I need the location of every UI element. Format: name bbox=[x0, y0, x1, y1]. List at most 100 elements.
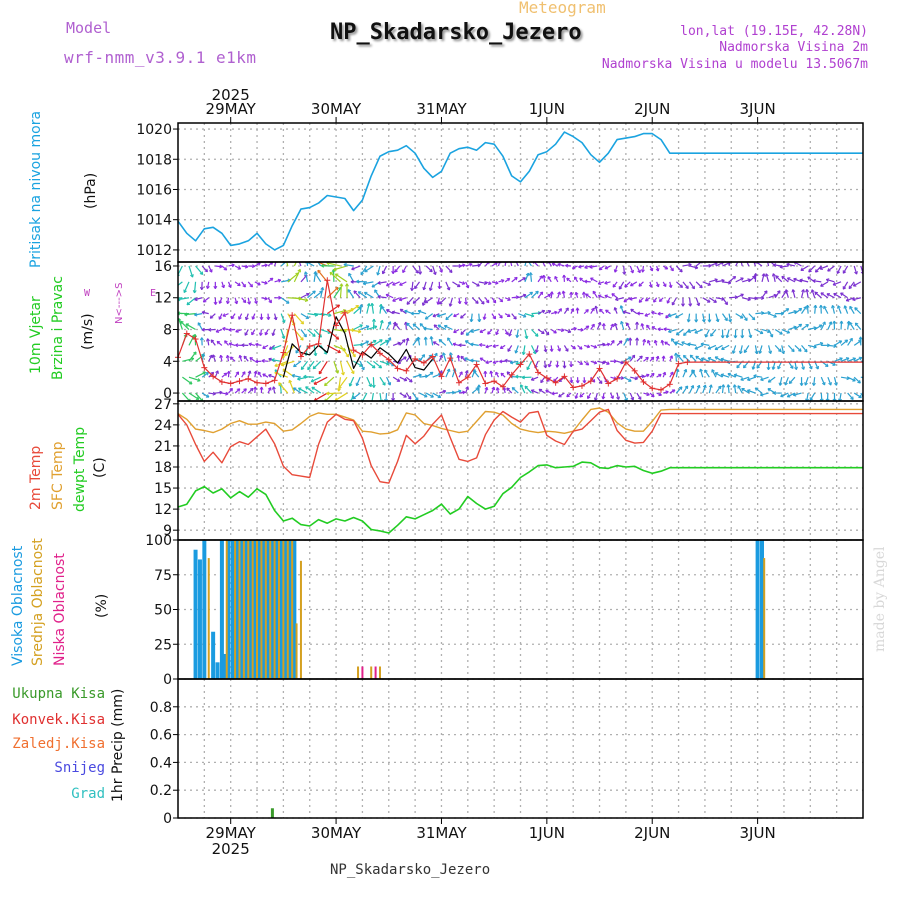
wind-arrow-head bbox=[811, 382, 815, 386]
cloud-bar bbox=[225, 540, 228, 679]
wind-arrow bbox=[840, 357, 850, 362]
wind-arrow bbox=[178, 281, 183, 286]
wind-arrow bbox=[794, 307, 803, 315]
y-tick-label: 0 bbox=[163, 811, 172, 827]
wind-arrow bbox=[598, 265, 605, 271]
wind-arrow bbox=[484, 387, 488, 394]
wind-arrow bbox=[418, 265, 421, 275]
wind-arrow bbox=[339, 345, 350, 358]
wind-arrow bbox=[701, 357, 710, 362]
wind-arrow bbox=[478, 281, 487, 285]
wind-arrow bbox=[733, 384, 737, 394]
wind-arrow bbox=[772, 273, 776, 282]
wind-arrow bbox=[768, 313, 777, 318]
wind-arrow-head bbox=[392, 310, 396, 313]
wind-arrow bbox=[775, 275, 783, 283]
wind-arrow bbox=[208, 265, 213, 273]
day-label-top: 30MAY bbox=[311, 100, 362, 118]
wind-arrow bbox=[785, 289, 789, 298]
wind-arrow bbox=[760, 376, 769, 381]
wind-arrow bbox=[458, 391, 466, 394]
wind-arrow bbox=[453, 313, 460, 318]
wind-arrow-head bbox=[515, 259, 518, 261]
wind-arrow-head bbox=[504, 332, 509, 336]
wind-arrow bbox=[305, 386, 315, 394]
wind-arrow bbox=[774, 329, 783, 335]
wind-arrow-head bbox=[821, 382, 825, 386]
wind-arrow-head bbox=[394, 322, 399, 325]
wind-arrow-head bbox=[604, 380, 608, 383]
cloud-bar bbox=[247, 540, 250, 679]
wind-arrow-head bbox=[213, 301, 217, 305]
wind-arrow bbox=[245, 313, 249, 321]
wind-arrow bbox=[178, 297, 190, 301]
wind-arrow-head bbox=[222, 313, 226, 317]
wind-arrow-head bbox=[428, 287, 431, 291]
wind-arrow bbox=[714, 344, 723, 351]
wind-arrow bbox=[338, 376, 348, 389]
wind-arrow-head bbox=[376, 272, 379, 276]
y-tick-label: 0.8 bbox=[150, 700, 172, 716]
wind-arrow-head bbox=[377, 280, 381, 284]
wind-arrow bbox=[364, 291, 374, 299]
wind-arrow bbox=[272, 329, 276, 336]
wind-arrow bbox=[611, 293, 618, 299]
wind-arrow bbox=[557, 345, 561, 352]
wind-arrow-head bbox=[671, 338, 675, 341]
wind-arrow-head bbox=[501, 279, 505, 283]
wind-arrow bbox=[853, 265, 858, 275]
wind-arrow-head bbox=[707, 319, 710, 323]
wind-arrow bbox=[801, 324, 809, 331]
wind-arrow-head bbox=[410, 287, 413, 291]
wind-arrow-head bbox=[778, 382, 781, 386]
wind-arrow-head bbox=[683, 354, 687, 357]
t2m-temp-line bbox=[177, 408, 863, 484]
wind-arrow-head bbox=[659, 374, 662, 378]
wind-arrow-head bbox=[778, 350, 782, 353]
wind-arrow bbox=[178, 297, 183, 299]
wind-arrow bbox=[491, 281, 499, 285]
wind-arrow-head bbox=[258, 262, 261, 266]
wind-arrow bbox=[833, 292, 842, 299]
wind-arrow-head bbox=[826, 278, 830, 280]
wind-arrow-head bbox=[385, 363, 390, 366]
wind-arrow-head bbox=[803, 350, 808, 353]
wind-arrow bbox=[708, 384, 712, 394]
cloud-bar bbox=[292, 540, 297, 679]
wind-arrow-head bbox=[492, 360, 496, 364]
wind-arrow bbox=[737, 385, 743, 394]
wind-arrow-head bbox=[495, 262, 498, 266]
wind-arrow-head bbox=[641, 323, 645, 326]
wind-arrow-head bbox=[526, 258, 529, 259]
wind-arrow bbox=[596, 322, 602, 330]
wind-arrow bbox=[518, 277, 526, 283]
wind-arrow-head bbox=[814, 291, 818, 294]
wind-arrow-head bbox=[711, 369, 715, 372]
wind-arrow-head bbox=[329, 271, 334, 274]
wind-arrow-head bbox=[397, 362, 401, 365]
wind-arrow bbox=[616, 340, 623, 346]
wind-arrow bbox=[282, 345, 289, 359]
cloud-bar bbox=[234, 540, 237, 679]
wind-arrow-head bbox=[779, 264, 783, 268]
wind-arrow-head bbox=[673, 389, 676, 393]
wind-arrow bbox=[827, 344, 837, 347]
wind-arrow-head bbox=[228, 370, 231, 374]
wind-arrow bbox=[405, 376, 413, 383]
wind-arrow-head bbox=[815, 304, 818, 309]
wind-arrow-head bbox=[670, 269, 674, 272]
wind-arrow-head bbox=[857, 381, 861, 384]
wind-arrow-head bbox=[828, 382, 832, 386]
wind-arrow-head bbox=[549, 348, 553, 352]
wind-arrow-head bbox=[587, 309, 589, 313]
wind-arrow-head bbox=[657, 327, 661, 330]
wind-arrow bbox=[188, 265, 194, 278]
wind-arrow bbox=[284, 344, 295, 356]
wind-arrow-head bbox=[382, 383, 386, 386]
wind-arrow-head bbox=[398, 342, 401, 346]
wind-arrow bbox=[587, 392, 592, 399]
wind-arrow bbox=[479, 344, 486, 346]
wind-arrow bbox=[379, 360, 390, 365]
wind-arrow bbox=[438, 354, 443, 362]
wind-arrow-head bbox=[493, 386, 496, 391]
